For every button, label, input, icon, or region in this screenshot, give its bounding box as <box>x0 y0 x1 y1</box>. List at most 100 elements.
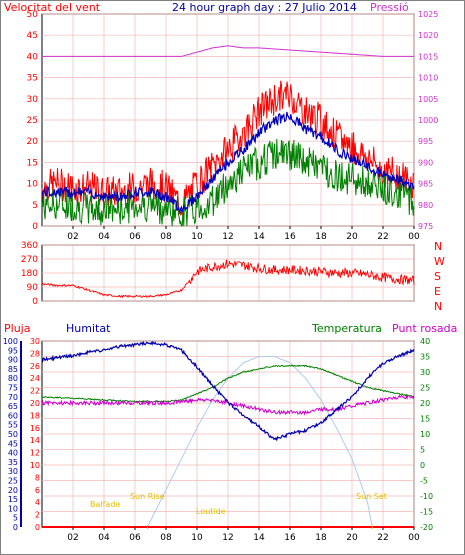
pressure-y-tick-label: 1010 <box>418 74 438 83</box>
rain-y-tick-label: 18 <box>30 411 40 420</box>
direction-y-tick-label: 180 <box>21 269 38 279</box>
humidity-y-tick-label: 15 <box>8 495 18 504</box>
wind-x-tick-label: 22 <box>377 232 388 242</box>
temperature-y-tick-label: 5 <box>420 446 425 455</box>
direction-series <box>41 259 415 299</box>
pressure-line <box>42 45 414 57</box>
graph-title: 24 hour graph day : 27 Julio 2014 <box>172 1 357 14</box>
thermo-x-tick-label: 16 <box>284 533 296 543</box>
temperature-y-tick-label: 0 <box>420 461 425 470</box>
rain-y-tick-label: 22 <box>30 387 40 396</box>
thermo-x-tick-label: 18 <box>315 533 327 543</box>
humidity-y-tick-label: 35 <box>8 458 18 467</box>
humidity-y-tick-label: 95 <box>8 346 18 355</box>
pressure-y-tick-label: 1025 <box>418 10 438 19</box>
pressure-y-tick-label: 1000 <box>418 116 438 125</box>
thermo-x-tick-label: 08 <box>160 533 172 543</box>
thermo-x-tick-label: 12 <box>222 533 233 543</box>
humidity-y-tick-label: 75 <box>8 384 18 393</box>
pressure-label: Pressió <box>370 1 409 14</box>
rain-y-tick-label: 20 <box>30 399 40 408</box>
wind-x-tick-label: 16 <box>284 232 296 242</box>
sun-label-balfade: Balfade <box>90 500 120 509</box>
temperature-y-tick-label: 25 <box>420 384 430 393</box>
humidity-y-tick-label: 65 <box>8 402 18 411</box>
rain-y-tick-label: 10 <box>30 461 40 470</box>
wind-y-tick-label: 30 <box>27 95 39 105</box>
wind-y-tick-label: 40 <box>27 52 39 62</box>
rain-y-tick-label: 14 <box>30 436 40 445</box>
wind-series <box>41 45 415 227</box>
direction-y-tick-label: 90 <box>27 283 39 293</box>
wind-direction-line <box>41 259 415 299</box>
sun-elevation-curve <box>146 356 373 528</box>
temperature-y-tick-label: -15 <box>420 508 433 517</box>
humidity-y-tick-label: 50 <box>8 430 18 439</box>
temperature-y-tick-label: 10 <box>420 430 430 439</box>
temperature-line <box>41 364 415 403</box>
humidity-y-tick-label: 55 <box>8 421 18 430</box>
rain-y-tick-label: 4 <box>35 498 40 507</box>
wind-y-tick-label: 5 <box>32 201 38 211</box>
rain-y-tick-label: 16 <box>30 424 40 433</box>
compass-label: N <box>434 300 442 313</box>
temperature-legend: Temperatura <box>311 322 382 335</box>
rain-y-tick-label: 2 <box>35 511 40 520</box>
wind-x-tick-label: 08 <box>160 232 172 242</box>
rain-humidity-temperature-panel: -20-15-10-505101520253035400246810121416… <box>3 337 433 543</box>
humidity-y-tick-label: 90 <box>8 356 18 365</box>
compass-label: E <box>434 285 441 298</box>
wind-pressure-panel: 0510152025303540455097598098599099510001… <box>27 10 439 242</box>
wind-x-tick-label: 18 <box>315 232 327 242</box>
thermo-x-tick-label: 10 <box>191 533 203 543</box>
temperature-y-tick-label: 30 <box>420 368 430 377</box>
sun-label-sunset: Sun Set <box>356 492 387 501</box>
wind-y-tick-label: 45 <box>27 31 38 41</box>
pressure-y-tick-label: 1020 <box>418 31 438 40</box>
humidity-y-tick-label: 100 <box>3 337 18 346</box>
wind-avg-line <box>41 111 415 214</box>
wind-x-tick-label: 06 <box>129 232 141 242</box>
wind-x-tick-label: 02 <box>67 232 78 242</box>
wind-x-tick-label: 10 <box>191 232 203 242</box>
humidity-y-tick-label: 5 <box>13 514 18 523</box>
humidity-y-tick-label: 10 <box>8 504 18 513</box>
rain-y-tick-label: 26 <box>30 362 40 371</box>
temperature-y-tick-label: 15 <box>420 415 430 424</box>
compass-label: N <box>434 240 442 253</box>
humidity-y-tick-label: 60 <box>8 411 18 420</box>
wind-x-tick-label: 04 <box>98 232 110 242</box>
rain-y-tick-label: 8 <box>35 473 40 482</box>
wind-min-line <box>41 138 415 227</box>
humidity-y-tick-label: 85 <box>8 365 18 374</box>
wind-y-tick-label: 50 <box>27 10 39 20</box>
direction-y-tick-label: 270 <box>21 255 38 265</box>
wind-x-tick-label: 20 <box>346 232 358 242</box>
dewpoint-legend: Punt rosada <box>392 322 457 335</box>
rain-y-tick-label: 12 <box>30 449 40 458</box>
wind-speed-label: Velocitat del vent <box>4 1 101 14</box>
pressure-y-tick-label: 990 <box>418 158 433 167</box>
compass-label: W <box>434 255 445 268</box>
pressure-y-tick-label: 980 <box>418 201 433 210</box>
rain-y-tick-label: 6 <box>35 486 40 495</box>
sun-label-loutide: Loutide <box>196 507 226 516</box>
pressure-y-tick-label: 1005 <box>418 95 438 104</box>
thermo-axes: -20-15-10-505101520253035400246810121416… <box>3 337 433 543</box>
temperature-y-tick-label: 35 <box>420 353 430 362</box>
pressure-y-tick-label: 1015 <box>418 52 438 61</box>
pressure-y-tick-label: 975 <box>418 222 433 231</box>
pressure-y-tick-label: 985 <box>418 180 433 189</box>
humidity-y-tick-label: 30 <box>8 467 18 476</box>
wind-y-tick-label: 15 <box>27 158 38 168</box>
temperature-y-tick-label: -10 <box>420 492 433 501</box>
humidity-line <box>41 340 415 442</box>
humidity-y-tick-label: 70 <box>8 393 18 402</box>
thermo-x-tick-label: 22 <box>377 533 388 543</box>
wind-y-tick-label: 35 <box>27 74 38 84</box>
wind-axes: 0510152025303540455097598098599099510001… <box>27 10 439 242</box>
temperature-y-tick-label: 20 <box>420 399 430 408</box>
